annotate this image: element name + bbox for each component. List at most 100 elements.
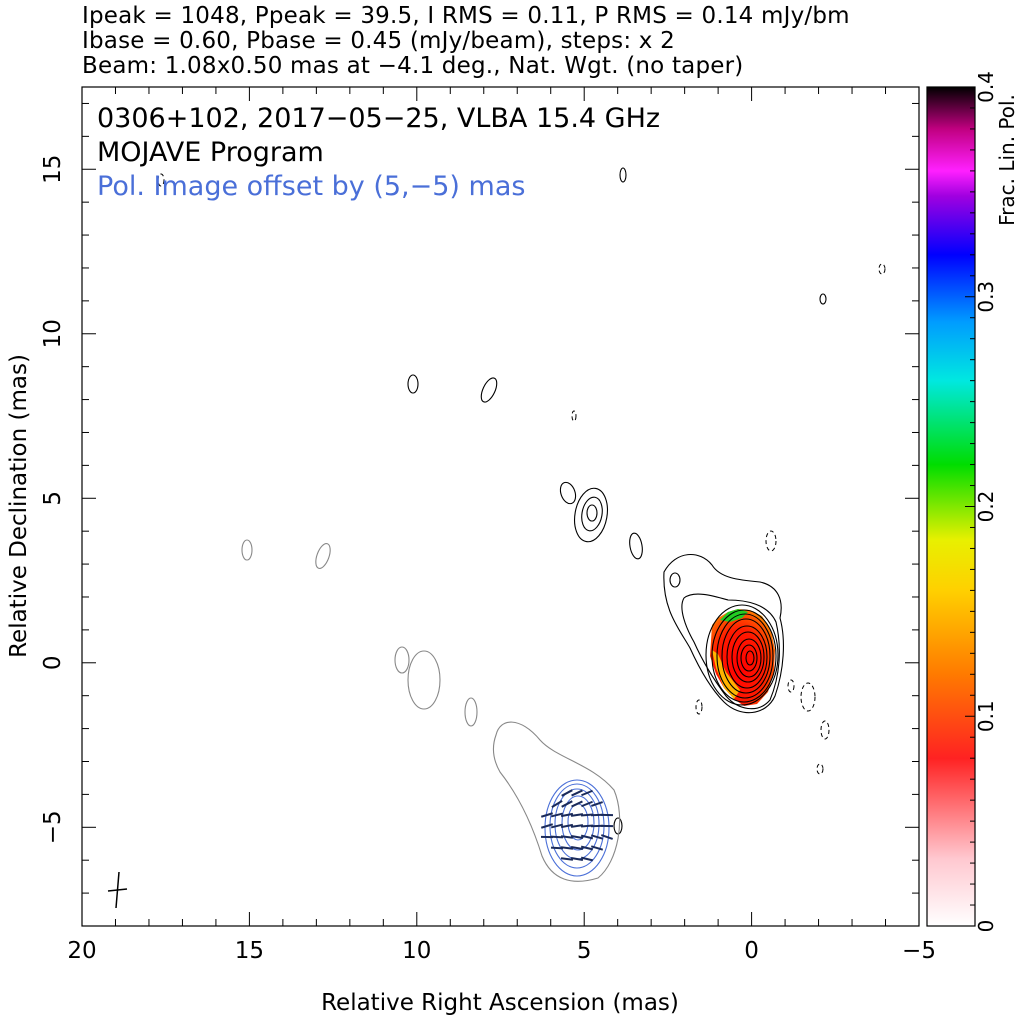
source-label: 0306+102, 2017−05−25, VLBA 15.4 GHz — [97, 103, 660, 134]
y-axis-label: Relative Declination (mas) — [6, 354, 32, 658]
contour-7 — [726, 625, 768, 689]
grey-plume — [492, 721, 621, 882]
evpa-vector — [550, 846, 564, 850]
colorbar-tick-label: 0 — [974, 920, 998, 933]
evpa-vector — [571, 800, 583, 808]
stokes-i-contours — [407, 167, 827, 835]
header-line-2: Ibase = 0.60, Pbase = 0.45 (mJy/beam), s… — [82, 28, 675, 54]
evpa-vector — [571, 789, 583, 797]
x-tick-label: 15 — [235, 938, 264, 964]
evpa-vector — [570, 845, 584, 851]
jet-blob-4 — [407, 374, 419, 394]
y-tick-label: −5 — [40, 810, 66, 844]
evpa-vector — [570, 834, 584, 840]
colorbar-label: Frac. Lin. Pol. — [995, 94, 1019, 226]
contour-2 — [681, 593, 780, 710]
evpa-vector — [601, 834, 613, 840]
pol-contour-4 — [561, 795, 595, 851]
y-tick-label: 5 — [40, 491, 66, 506]
offset-note: Pol. Image offset by (5,−5) mas — [97, 171, 525, 202]
evpa-vector — [551, 800, 563, 808]
low-level-contours — [241, 539, 621, 882]
grey-blob-5 — [241, 539, 253, 561]
neg-contour-6 — [878, 263, 886, 275]
neg-contour-3 — [820, 720, 830, 740]
pol-contour-5 — [567, 803, 589, 841]
evpa-vector — [570, 856, 584, 862]
evpa-vector — [550, 835, 564, 839]
colorbar-tick-label: 0.1 — [974, 700, 998, 732]
evpa-vector — [540, 823, 554, 829]
program-label: MOJAVE Program — [97, 137, 324, 168]
evpa-vector — [581, 789, 593, 797]
plot-frame — [81, 86, 920, 927]
pol-contours — [544, 779, 610, 877]
image-area — [107, 167, 886, 909]
y-tick-label: 10 — [40, 319, 66, 348]
x-tick-label: −5 — [902, 938, 936, 964]
evpa-vector — [560, 835, 574, 839]
grey-blob-1 — [407, 650, 441, 710]
evpa-vector — [550, 812, 564, 818]
evpa-vector — [540, 812, 554, 818]
grey-blob-4 — [315, 543, 331, 569]
x-tick-label: 5 — [577, 938, 592, 964]
frac-pol-green-edge — [720, 609, 748, 622]
neg-contour-8 — [695, 699, 703, 715]
pol-side-blob — [613, 817, 623, 835]
neg-contour-2 — [800, 682, 816, 712]
colorbar-tick-label: 0.3 — [974, 281, 998, 313]
grey-blob-2 — [394, 646, 410, 674]
jet-blob-2 — [629, 532, 643, 560]
neg-contour-9 — [157, 173, 165, 187]
jet-blob-3 — [480, 377, 498, 403]
evpa-vector — [580, 834, 594, 840]
x-tick-label: 0 — [744, 938, 759, 964]
evpa-vector — [590, 834, 604, 840]
evpa-vector — [561, 800, 573, 808]
pol-contour-1 — [544, 779, 610, 877]
evpa-vector — [560, 823, 574, 829]
jet-component-mid — [581, 496, 603, 532]
evpa-vector — [580, 845, 594, 851]
negative-contours — [157, 173, 886, 775]
evpa-vector — [550, 823, 564, 829]
contour-4 — [711, 609, 777, 703]
evpa-vector — [590, 845, 604, 851]
contour-knot — [669, 572, 681, 588]
colorbar-ticks: 0 0.1 0.2 0.3 0.4 — [965, 71, 998, 932]
x-axis-label: Relative Right Ascension (mas) — [321, 990, 679, 1016]
jet-component-outer — [574, 487, 608, 543]
evpa-vector — [560, 846, 574, 850]
tick-labels: 20 15 10 5 0 −5 −5 0 5 10 15 — [40, 155, 936, 964]
contour-9 — [736, 638, 762, 678]
evpa-vector — [560, 857, 574, 861]
beam-marker — [107, 871, 128, 909]
axis-ticks — [81, 87, 920, 927]
grey-blob-3 — [464, 697, 478, 727]
jet-blob-5 — [619, 167, 627, 183]
header-line-1: Ipeak = 1048, Ppeak = 39.5, I RMS = 0.11… — [82, 3, 850, 29]
y-tick-label: 15 — [40, 155, 66, 184]
colorbar-tick-label: 0.2 — [974, 491, 998, 523]
contour-10 — [740, 644, 758, 672]
contour-8 — [731, 631, 765, 683]
jet-component-inner — [586, 504, 598, 522]
evpa-vector — [591, 801, 603, 807]
evpa-vector — [560, 812, 574, 818]
contour-3 — [705, 604, 779, 706]
x-tick-label: 20 — [67, 938, 96, 964]
contour-5 — [716, 613, 774, 699]
contour-outer — [663, 553, 784, 714]
evpa-vectors — [540, 789, 614, 862]
jet-blob-6 — [819, 293, 827, 305]
contour-6 — [721, 618, 771, 694]
neg-contour-5 — [816, 763, 824, 775]
colorbar-tick-label: 0.4 — [974, 71, 998, 103]
neg-contour-4 — [787, 679, 795, 693]
evpa-vector — [581, 800, 593, 808]
frac-pol-color-patch — [710, 609, 775, 706]
x-tick-label: 10 — [402, 938, 431, 964]
neg-contour-1 — [765, 530, 777, 552]
